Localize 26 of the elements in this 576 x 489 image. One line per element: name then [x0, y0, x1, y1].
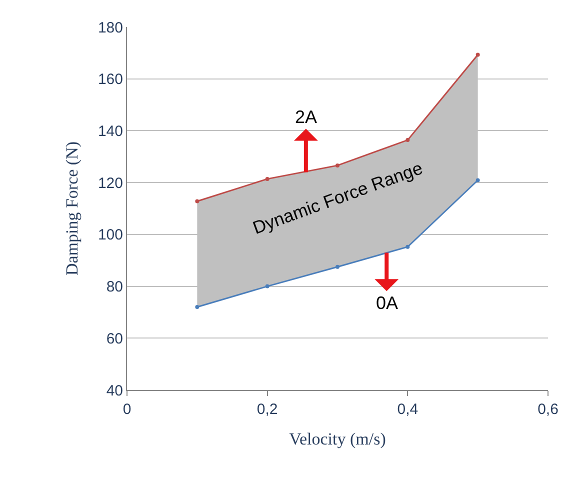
y-tick-label: 80 [106, 278, 123, 296]
point [406, 138, 410, 142]
point [336, 163, 340, 168]
y-tick-label: 100 [98, 226, 123, 244]
y-tick-label: 180 [98, 19, 123, 36]
point [406, 244, 410, 249]
y-tick-label: 40 [106, 382, 123, 400]
y-axis-title: Damping Force (N) [62, 141, 82, 276]
y-tick-label: 60 [106, 330, 123, 348]
point [195, 305, 200, 310]
point [476, 52, 480, 57]
x-tick-label: 0,2 [256, 401, 278, 418]
point [265, 176, 270, 181]
y-tick-label: 140 [98, 122, 123, 140]
annotation: 0A [376, 293, 398, 313]
x-axis-title: Velocity (m/s) [289, 429, 386, 448]
point [476, 178, 480, 182]
x-tick-label: 0 [122, 401, 132, 418]
y-tick-label: 120 [98, 174, 123, 192]
point [195, 199, 200, 204]
y-tick-label: 160 [98, 71, 123, 88]
point [336, 264, 340, 269]
x-tick-label: 0,4 [397, 401, 418, 418]
point [265, 284, 270, 288]
annotation: 2A [295, 107, 318, 127]
x-tick-label: 0,6 [538, 401, 558, 418]
